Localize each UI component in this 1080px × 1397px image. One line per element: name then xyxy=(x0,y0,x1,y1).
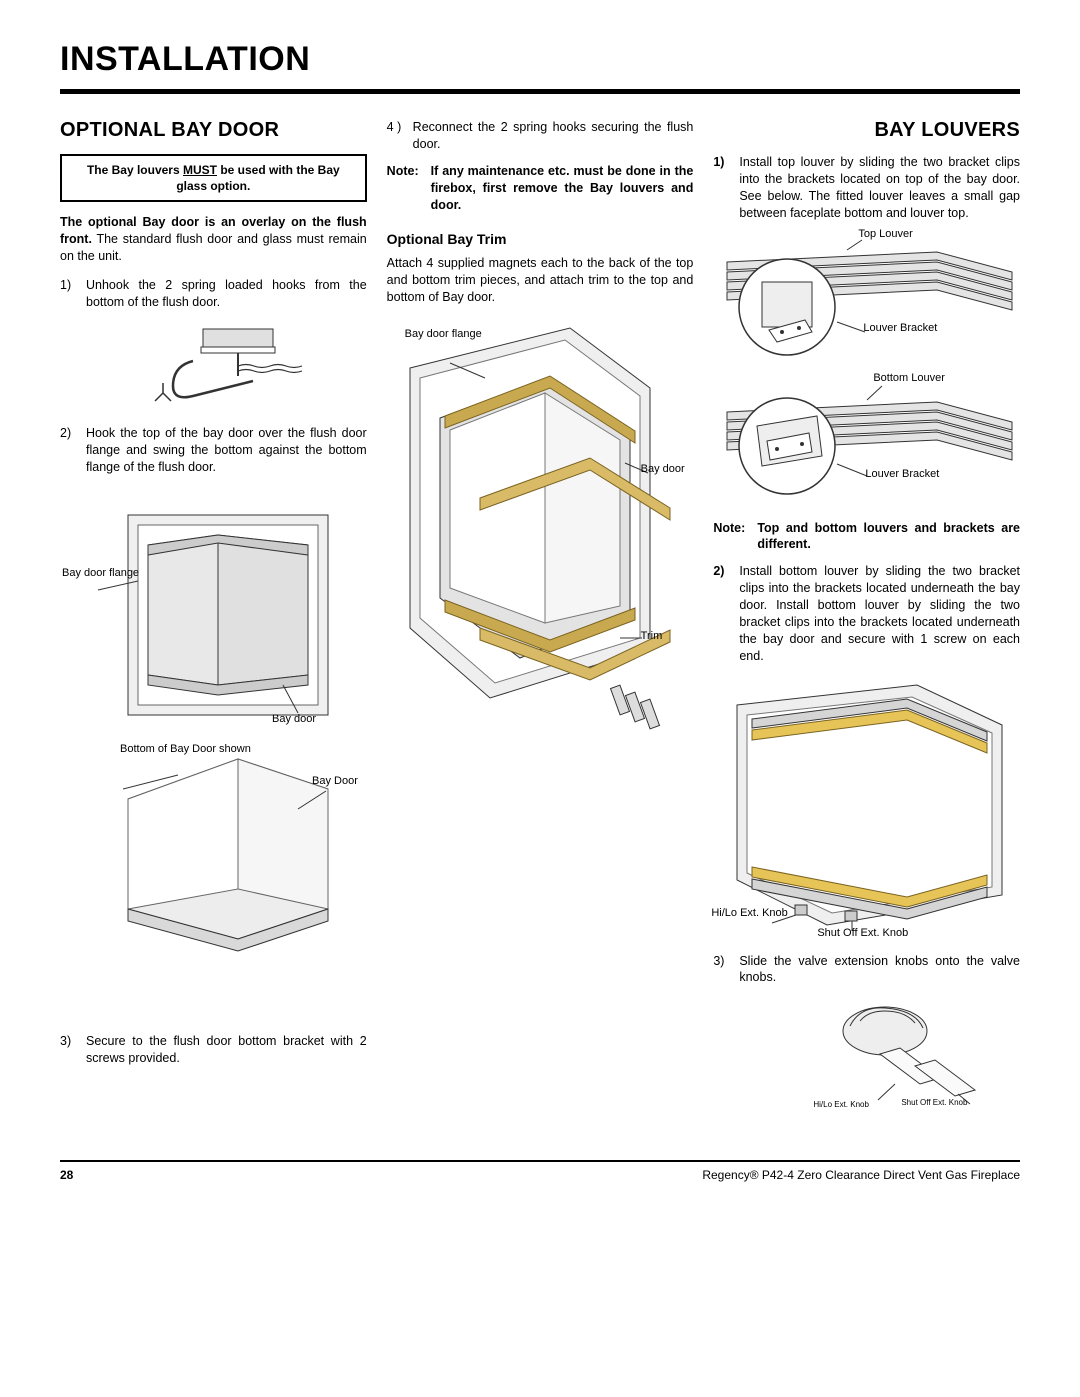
column-2: 4 ) Reconnect the 2 spring hooks securin… xyxy=(387,119,694,1130)
callout-bay-door-3: Bay door xyxy=(641,463,685,475)
col3-note: Note: Top and bottom louvers and bracket… xyxy=(713,520,1020,554)
callout-louver-bracket-2: Louver Bracket xyxy=(865,468,915,480)
column-3: BAY LOUVERS 1) Install top louver by sli… xyxy=(713,119,1020,1130)
intro-paragraph: The optional Bay door is an overlay on t… xyxy=(60,214,367,265)
col2-sub-text: Attach 4 supplied magnets each to the ba… xyxy=(387,255,694,306)
col1-heading: OPTIONAL BAY DOOR xyxy=(60,119,367,142)
step-text: Secure to the flush door bottom bracket … xyxy=(86,1033,367,1067)
step-text: Slide the valve extension knobs onto the… xyxy=(739,953,1020,987)
col2-note: Note: If any maintenance etc. must be do… xyxy=(387,163,694,214)
callout-bottom-shown: Bottom of Bay Door shown xyxy=(120,743,210,755)
intro-rest: The standard flush door and glass must r… xyxy=(60,232,367,263)
step-number: 3) xyxy=(60,1033,78,1067)
callout-bay-door: Bay door xyxy=(272,713,316,725)
col1-step-1: 1) Unhook the 2 spring loaded hooks from… xyxy=(60,277,367,311)
col3-step-3: 3) Slide the valve extension knobs onto … xyxy=(713,953,1020,987)
callout-bottom-louver: Bottom Louver xyxy=(873,372,945,384)
step-text: Hook the top of the bay door over the fl… xyxy=(86,425,367,476)
column-1: OPTIONAL BAY DOOR The Bay louvers MUST b… xyxy=(60,119,367,1130)
step-text: Install top louver by sliding the two br… xyxy=(739,154,1020,222)
col3-step-1: 1) Install top louver by sliding the two… xyxy=(713,154,1020,222)
note-text: Top and bottom louvers and brackets are … xyxy=(757,520,1020,554)
warn-pre: The Bay louvers xyxy=(87,163,183,177)
diagram-spring-hook xyxy=(93,321,333,411)
step-number: 1) xyxy=(60,277,78,311)
page-number: 28 xyxy=(60,1168,73,1182)
diagram-top-louver xyxy=(717,232,1017,362)
page-footer: 28 Regency® P42-4 Zero Clearance Direct … xyxy=(60,1168,1020,1182)
col1-step-3: 3) Secure to the flush door bottom brack… xyxy=(60,1033,367,1067)
step-number: 2) xyxy=(713,563,731,664)
note-label: Note: xyxy=(713,520,751,554)
col2-subheading: Optional Bay Trim xyxy=(387,231,694,247)
callout-bay-door-2: Bay Door xyxy=(312,775,347,787)
callout-trim: Trim xyxy=(641,630,663,642)
step-text: Reconnect the 2 spring hooks securing th… xyxy=(413,119,694,153)
page-title: INSTALLATION xyxy=(60,40,1020,79)
warning-box: The Bay louvers MUST be used with the Ba… xyxy=(60,154,367,202)
title-rule xyxy=(60,89,1020,94)
warn-underline: MUST xyxy=(183,163,217,177)
footer-title: Regency® P42-4 Zero Clearance Direct Ven… xyxy=(702,1168,1020,1182)
step-text: Unhook the 2 spring loaded hooks from th… xyxy=(86,277,367,311)
callout-flange: Bay door flange xyxy=(62,567,117,579)
note-text: If any maintenance etc. must be done in … xyxy=(431,163,694,214)
diagram-louver-install xyxy=(717,675,1017,935)
step-number: 2) xyxy=(60,425,78,476)
footer-rule xyxy=(60,1160,1020,1162)
diagram-bay-door-iso xyxy=(68,485,358,735)
note-label: Note: xyxy=(387,163,425,214)
diagram-valve-knobs xyxy=(790,996,1010,1116)
callout-louver-bracket-1: Louver Bracket xyxy=(863,322,913,334)
step-number: 4 ) xyxy=(387,119,405,153)
col1-step-2: 2) Hook the top of the bay door over the… xyxy=(60,425,367,476)
step-number: 3) xyxy=(713,953,731,987)
diagram-bay-trim-exploded xyxy=(390,318,690,758)
callout-hilo-knob-2: Hi/Lo Ext. Knob xyxy=(813,1100,853,1109)
step-number: 1) xyxy=(713,154,731,222)
callout-shutoff-knob-2: Shut Off Ext. Knob xyxy=(901,1098,943,1107)
step-text: Install bottom louver by sliding the two… xyxy=(739,563,1020,664)
col2-step-4: 4 ) Reconnect the 2 spring hooks securin… xyxy=(387,119,694,153)
three-column-layout: OPTIONAL BAY DOOR The Bay louvers MUST b… xyxy=(60,119,1020,1130)
col3-heading: BAY LOUVERS xyxy=(713,119,1020,142)
col3-step-2: 2) Install bottom louver by sliding the … xyxy=(713,563,1020,664)
callout-flange-2: Bay door flange xyxy=(405,328,461,340)
callout-shutoff-knob: Shut Off Ext. Knob xyxy=(817,927,887,939)
diagram-bottom-louver xyxy=(717,376,1017,506)
callout-hilo-knob: Hi/Lo Ext. Knob xyxy=(711,907,769,919)
callout-top-louver: Top Louver xyxy=(858,228,912,240)
